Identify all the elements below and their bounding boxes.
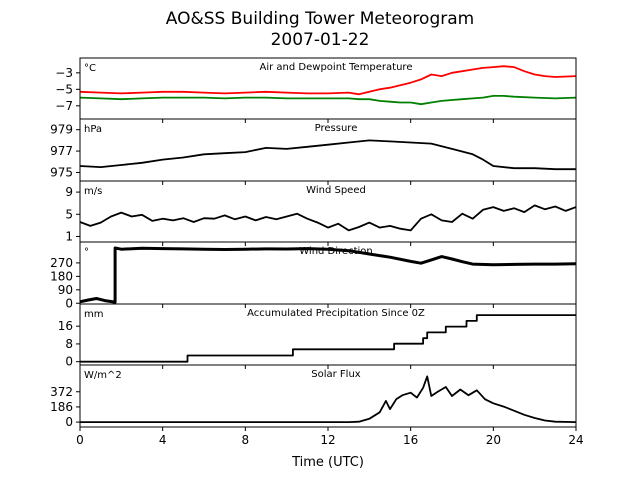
y-tick-label-wind-direction: 270: [50, 256, 73, 270]
unit-label-wind-direction: °: [84, 247, 89, 258]
series-line-precipitation-0: [80, 314, 576, 363]
y-tick-label-temperature: −7: [55, 99, 73, 113]
series-line-temperature-1: [80, 95, 576, 106]
x-axis: 0 4 8 12 16 20 24: [76, 433, 583, 447]
panel-pressure: 979 977 975 hPa Pressure: [50, 118, 577, 185]
x-tick-label: 12: [320, 433, 335, 447]
x-axis-label: Time (UTC): [291, 455, 364, 470]
unit-label-solar-flux: W/m^2: [84, 370, 122, 381]
series-line-temperature-0: [80, 65, 576, 96]
y-tick-label-solar-flux: 186: [50, 400, 73, 414]
x-tick-label: 24: [568, 433, 583, 447]
x-tick-label: 4: [159, 433, 167, 447]
y-tick-label-temperature: −3: [55, 66, 73, 80]
panel-title-wind-direction: Wind Direction: [299, 246, 373, 257]
figure-title: AO&SS Building Tower Meteorogram: [166, 9, 474, 29]
y-tick-label-pressure: 975: [50, 165, 73, 179]
series-line-solar-flux-0: [80, 375, 576, 423]
unit-label-temperature: °C: [84, 63, 96, 74]
unit-label-pressure: hPa: [84, 124, 102, 135]
series-line-wind-speed-0: [80, 204, 576, 232]
x-tick-label: 0: [76, 433, 84, 447]
series-line-pressure-0: [80, 139, 576, 171]
series-line-wind-direction-0: [80, 246, 576, 304]
panel-precipitation: 16 8 0 mm Accumulated Precipitation Since 0Z: [58, 303, 577, 369]
y-tick-label-temperature: −5: [55, 82, 73, 96]
y-tick-label-precipitation: 16: [58, 319, 73, 333]
panel-temperature: −3 −5 −7 °C Air and Dewpoint Temperature: [55, 57, 577, 123]
panel-title-precipitation: Accumulated Precipitation Since 0Z: [247, 308, 425, 319]
x-tick-label: 16: [403, 433, 418, 447]
panel-title-solar-flux: Solar Flux: [311, 369, 361, 380]
y-tick-label-wind-direction: 90: [58, 283, 73, 297]
x-tick-label: 8: [242, 433, 250, 447]
y-tick-label-precipitation: 8: [65, 337, 73, 351]
y-tick-label-wind-speed: 1: [65, 229, 73, 243]
panel-title-pressure: Pressure: [315, 123, 358, 134]
unit-label-wind-speed: m/s: [84, 186, 102, 197]
y-tick-label-precipitation: 0: [65, 355, 73, 369]
unit-label-precipitation: mm: [84, 309, 103, 320]
panel-title-temperature: Air and Dewpoint Temperature: [260, 62, 413, 73]
y-tick-label-pressure: 977: [50, 144, 73, 158]
y-tick-label-wind-direction: 0: [65, 296, 73, 310]
y-tick-label-solar-flux: 372: [50, 385, 73, 399]
x-tick-label: 20: [486, 433, 501, 447]
figure-subtitle: 2007-01-22: [271, 30, 370, 50]
y-tick-label-wind-speed: 9: [65, 185, 73, 199]
y-tick-label-wind-direction: 180: [50, 269, 73, 283]
y-tick-label-wind-speed: 5: [65, 207, 73, 221]
panel-title-wind-speed: Wind Speed: [306, 185, 366, 196]
y-tick-label-pressure: 979: [50, 123, 73, 137]
y-tick-label-solar-flux: 0: [65, 415, 73, 429]
panel-stack: −3−5−7°C Air and Dewpoint Temperature9799…: [50, 57, 577, 431]
panel-wind-speed: 9 5 1 m/s Wind Speed: [65, 180, 577, 246]
